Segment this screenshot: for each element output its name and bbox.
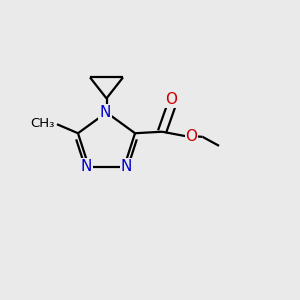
Text: O: O xyxy=(185,129,197,144)
Text: N: N xyxy=(81,159,92,174)
Text: CH₃: CH₃ xyxy=(30,116,55,130)
Text: O: O xyxy=(165,92,177,107)
Text: N: N xyxy=(121,159,132,174)
Text: N: N xyxy=(99,105,111,120)
